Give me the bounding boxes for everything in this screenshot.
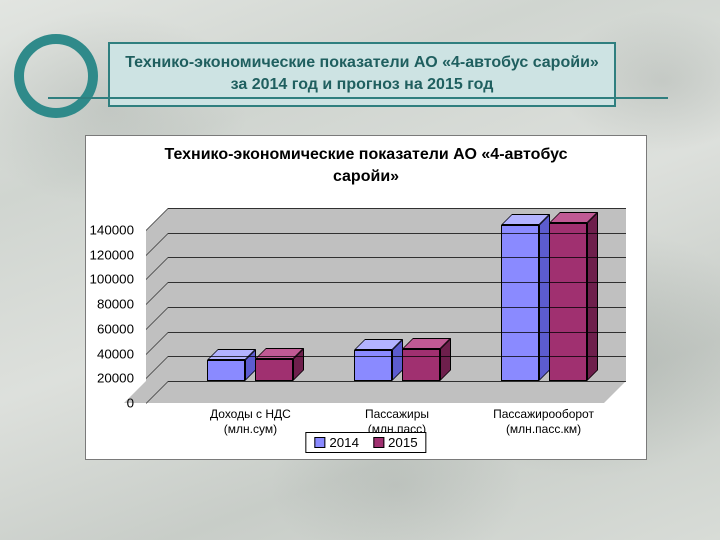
- category-label: Пассажирооборот(млн.пасс.км): [479, 407, 609, 437]
- y-tick-label: 120000: [90, 247, 134, 262]
- category-label: Доходы с НДС(млн.сум): [185, 407, 315, 437]
- bar: [207, 360, 245, 381]
- gridline: [168, 356, 626, 357]
- legend-item: 2015: [373, 435, 418, 450]
- gridline: [168, 332, 626, 333]
- gridline: [168, 381, 626, 382]
- legend-swatch: [373, 437, 384, 448]
- plot-area: 020000400006000080000100000120000140000 …: [146, 208, 626, 403]
- bars-layer: [168, 208, 626, 381]
- gridline: [168, 208, 626, 209]
- y-tick-label: 80000: [97, 297, 134, 312]
- gridline: [168, 257, 626, 258]
- y-tick-label: 100000: [90, 272, 134, 287]
- chart-title-line1: Технико-экономические показатели АО «4-а…: [116, 144, 616, 166]
- legend-label: 2014: [329, 435, 359, 450]
- decor-ring: [14, 34, 98, 118]
- gridline: [168, 282, 626, 283]
- bar: [402, 349, 440, 381]
- gridline: [168, 307, 626, 308]
- y-tick-label: 140000: [90, 223, 134, 238]
- floor-wall: [124, 381, 626, 403]
- legend-swatch: [314, 437, 325, 448]
- y-tick-label: 0: [127, 396, 134, 411]
- page-title-line2: за 2014 год и прогноз на 2015 год: [120, 74, 604, 96]
- y-tick-label: 20000: [97, 371, 134, 386]
- chart-title-line2: саройи»: [116, 166, 616, 188]
- bar: [501, 225, 539, 381]
- bar: [255, 359, 293, 381]
- gridline: [168, 233, 626, 234]
- legend: 2014 2015: [305, 432, 426, 453]
- chart-title: Технико-экономические показатели АО «4-а…: [86, 136, 646, 191]
- legend-item: 2014: [314, 435, 359, 450]
- y-tick-label: 60000: [97, 321, 134, 336]
- legend-label: 2015: [388, 435, 418, 450]
- bar: [354, 350, 392, 381]
- page-title-line1: Технико-экономические показатели АО «4-а…: [120, 52, 604, 74]
- chart-card: Технико-экономические показатели АО «4-а…: [85, 135, 647, 460]
- title-underline: [48, 97, 668, 99]
- y-tick-label: 40000: [97, 346, 134, 361]
